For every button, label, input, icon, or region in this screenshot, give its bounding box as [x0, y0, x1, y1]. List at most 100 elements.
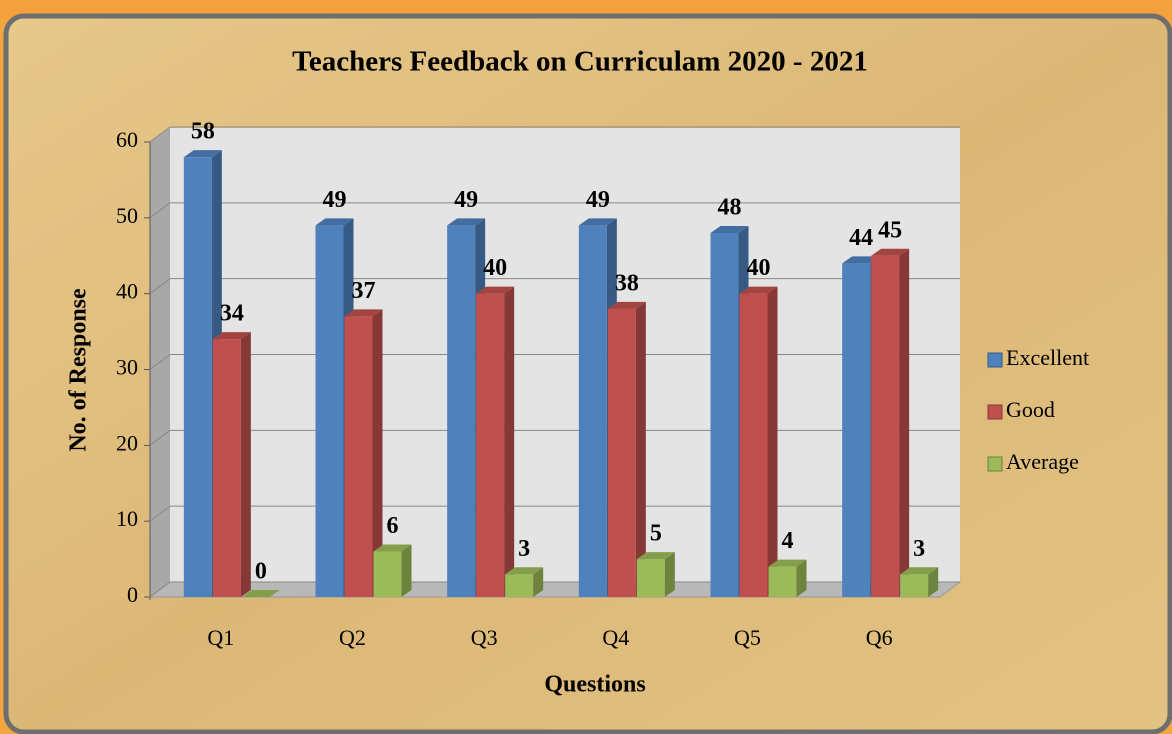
bar-top [212, 332, 251, 340]
bar-top [447, 218, 486, 226]
bar-front [636, 559, 665, 597]
y-tick-label: 50 [116, 203, 138, 228]
y-tick-label: 10 [116, 506, 138, 531]
data-label: 3 [913, 536, 925, 562]
bar-top [636, 552, 675, 560]
bar-front [315, 225, 344, 597]
x-tick-label: Q1 [207, 625, 234, 650]
legend-swatch [987, 456, 1003, 472]
bar-top [315, 218, 354, 226]
y-tick-label: 40 [116, 279, 138, 304]
bar-top [183, 150, 222, 158]
bar-side [533, 567, 544, 597]
bar-top [871, 248, 910, 256]
bar-front [578, 225, 607, 597]
bar-front [476, 293, 505, 597]
grid-line-side [149, 126, 171, 143]
bar-side [928, 567, 939, 597]
bar-top [476, 286, 515, 294]
legend-swatch [987, 404, 1003, 420]
bar-front [710, 233, 739, 597]
data-label: 3 [518, 536, 530, 562]
grid-line-side [149, 354, 171, 370]
data-label: 40 [483, 255, 507, 281]
x-tick-label: Q3 [471, 625, 498, 650]
bar-side [899, 248, 910, 597]
bar-side [240, 332, 251, 597]
bar-front [842, 263, 871, 597]
x-tick-label: Q5 [734, 625, 761, 650]
bar [739, 286, 778, 597]
y-tick-label: 30 [116, 355, 138, 380]
bar-top [373, 544, 412, 552]
bar-top [505, 567, 544, 575]
bar [476, 286, 515, 597]
grid-line-side [149, 429, 171, 446]
bar-front [183, 157, 212, 597]
bar-side [664, 552, 675, 597]
grid-line-side [149, 581, 171, 598]
bar-top [241, 590, 280, 597]
legend-swatch [987, 352, 1003, 368]
bar-front [768, 566, 797, 597]
data-label: 49 [586, 187, 610, 213]
bar-front [739, 293, 768, 597]
bar [900, 567, 939, 597]
y-axis-title: No. of Response [66, 288, 92, 452]
y-tick-label: 0 [127, 582, 138, 607]
x-tick-label: Q6 [866, 625, 893, 650]
bar-top [842, 256, 881, 264]
bar-side [372, 309, 383, 597]
bar-top [607, 301, 646, 309]
data-label: 58 [191, 119, 215, 145]
data-label: 34 [220, 301, 244, 327]
bar-side [767, 286, 778, 597]
bar [212, 332, 251, 597]
data-label: 4 [782, 528, 794, 554]
y-tick-label: 60 [116, 127, 138, 152]
legend-label: Excellent [1006, 345, 1089, 370]
bar-top [578, 218, 617, 226]
x-tick-label: Q4 [602, 625, 629, 650]
data-label: 5 [650, 521, 662, 547]
legend-label: Average [1006, 449, 1079, 474]
data-label: 37 [352, 278, 376, 304]
data-label: 49 [323, 187, 347, 213]
bar-top [344, 309, 383, 317]
bar-front [447, 225, 476, 597]
bar [241, 590, 280, 597]
data-label: 44 [849, 225, 873, 251]
x-tick-label: Q2 [339, 625, 366, 650]
x-axis-title: Questions [544, 672, 645, 698]
data-label: 6 [387, 513, 399, 539]
legend-label: Good [1006, 397, 1055, 422]
data-label: 0 [255, 559, 267, 585]
bar [768, 559, 807, 597]
data-label: 40 [747, 255, 771, 281]
bar-side [504, 286, 515, 597]
chart-title: Teachers Feedback on Curriculam 2020 - 2… [292, 46, 868, 78]
bar-side [401, 544, 412, 597]
bar-front [212, 339, 241, 597]
bar-front [607, 308, 636, 597]
bar [344, 309, 383, 597]
bar-top [739, 286, 778, 294]
bar-front [373, 551, 402, 597]
bar-top [768, 559, 807, 567]
grid-line-side [149, 278, 171, 295]
grid-line-side [149, 505, 171, 522]
data-label: 48 [718, 195, 742, 221]
data-label: 45 [878, 217, 902, 243]
bar [373, 544, 412, 597]
bar-side [635, 301, 646, 597]
bar-top [710, 226, 749, 233]
data-label: 49 [454, 187, 478, 213]
bar [636, 552, 675, 597]
bar-front [900, 574, 929, 597]
bar [505, 567, 544, 597]
bar-front [505, 574, 534, 597]
y-tick-label: 20 [116, 430, 138, 455]
data-label: 38 [615, 270, 639, 296]
